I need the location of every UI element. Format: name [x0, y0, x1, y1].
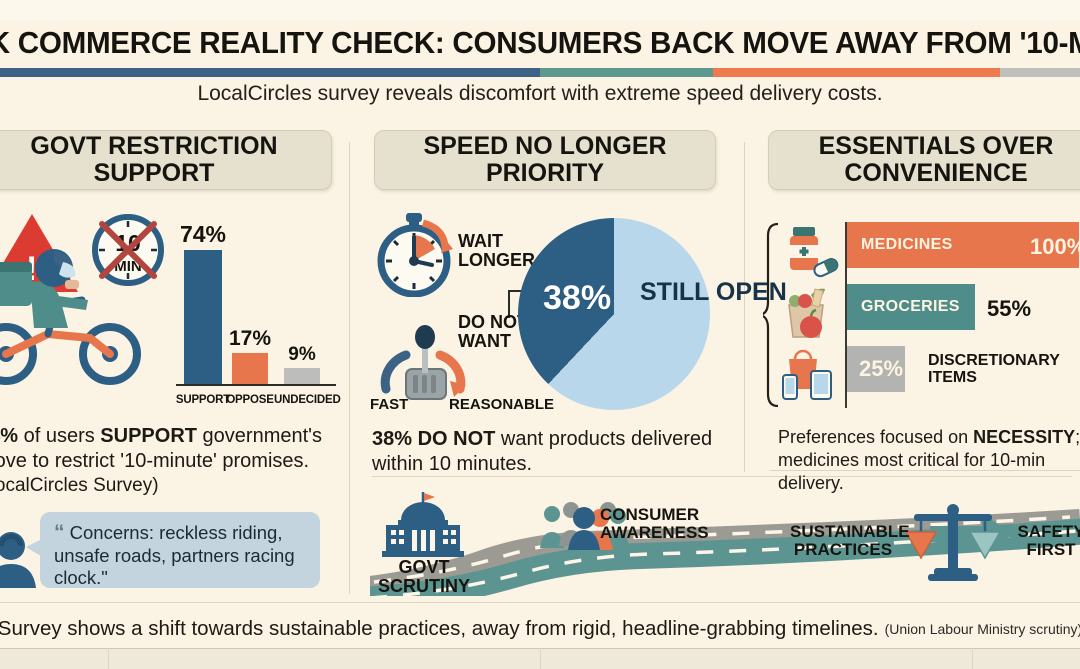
quote-bubble: “ Concerns: reckless riding, unsafe road…: [40, 512, 320, 588]
top-margin-strip: [0, 0, 1080, 20]
panel-divider-right: [744, 142, 745, 472]
right-panel-divider: [770, 470, 1080, 471]
hbar-label-medicines: MEDICINES: [861, 236, 953, 253]
right-panel-copy: Preferences focused on NECESSITY; medici…: [778, 427, 1080, 494]
rule-segment-2: [712, 68, 1001, 77]
hbar-value-discretionary: 25%: [859, 356, 904, 381]
pie-slice-label-still-open: STILL OPEN: [640, 278, 787, 306]
header-color-rule: [0, 68, 1080, 77]
label-fast: FAST: [370, 396, 409, 413]
support-bar-chart: 74% SUPPORT 17% OPPOSE 9% UNDECIDED: [175, 221, 341, 408]
bar-label-undecided: UNDECIDED: [274, 394, 341, 406]
bar-label-oppose: OPPOSE: [226, 394, 274, 406]
pie-slice-value-do-not-want: 38%: [543, 279, 612, 317]
hbar-groceries: GROCERIES: [847, 284, 975, 330]
capitol-building-icon: [382, 492, 464, 557]
left-panel-copy: 74% of users SUPPORT government's move t…: [0, 424, 330, 498]
quote-mark-icon: “: [54, 521, 65, 544]
rule-segment-0: [0, 68, 540, 77]
horizontal-bar-axis: [845, 222, 847, 408]
hbar-medicines: MEDICINES: [847, 222, 1079, 268]
left-copy-source: (LocalCircles Survey): [0, 475, 159, 497]
no-10-min-clock-icon: 10 MIN: [92, 214, 164, 286]
left-copy-main: 74% of users SUPPORT government's move t…: [0, 425, 322, 473]
bar-label-support: SUPPORT: [175, 394, 231, 406]
medicine-bottle-icon: [790, 227, 839, 278]
panel-title-middle: SPEED NO LONGER PRIORITY: [374, 130, 716, 190]
svg-text:MIN: MIN: [114, 258, 142, 275]
bar-value-oppose: 17%: [228, 327, 272, 350]
flow-illustration: [370, 509, 1080, 596]
people-group-icon: [540, 502, 630, 550]
brace-connector: [763, 222, 779, 408]
flow-label-consumer-awareness: CONSUMER AWARENESS: [600, 505, 709, 543]
headline-text: INDIA'S QUICK COMMERCE REALITY CHECK: CO…: [0, 25, 1080, 60]
hbar-value-groceries: 55%: [987, 296, 1032, 321]
rule-segment-3: [1000, 68, 1080, 77]
bottom-band-tick: [540, 648, 541, 669]
gear-shifter-icon: [380, 325, 466, 400]
subheadline: LocalCircles survey reveals discomfort w…: [197, 82, 883, 105]
flow-label-safety-first: SAFETY FIRST: [1017, 522, 1080, 560]
bar-chart-axis: [176, 384, 336, 386]
delivery-speed-pie-chart: [518, 218, 710, 410]
hbar-value-medicines: 100%: [1030, 234, 1080, 259]
bottom-band-tick: [108, 648, 109, 669]
label-wait-longer: WAIT LONGER: [458, 231, 536, 271]
footer-divider: [0, 602, 1080, 603]
footer-main-text: Survey shows a shift towards sustainable…: [0, 617, 879, 640]
stopwatch-icon: [377, 213, 453, 297]
grocery-bag-icon: [788, 288, 825, 338]
scales-balance-icon: [904, 504, 1002, 581]
footer: Survey shows a shift towards sustainable…: [0, 612, 1080, 646]
rule-segment-1: [540, 68, 713, 77]
bar-value-undecided: 9%: [288, 344, 316, 365]
hbar-label-groceries: GROCERIES: [861, 298, 960, 315]
shopping-bag-devices-icon: [782, 349, 832, 400]
panel-title-right: ESSENTIALS OVER CONVENIENCE: [768, 130, 1080, 190]
panel-title-left: GOVT RESTRICTION SUPPORT: [0, 130, 332, 190]
quote-bubble-tail: [26, 538, 44, 558]
label-do-not-want: DO NOT WANT: [458, 312, 528, 352]
bar-value-support: 74%: [179, 221, 227, 247]
middle-panel-copy: 38% DO NOT want products delivered withi…: [372, 428, 713, 475]
quote-text: Concerns: reckless riding, unsafe roads,…: [54, 522, 295, 588]
avatar: [0, 532, 36, 588]
panel-divider-left: [349, 142, 350, 594]
label-discretionary-items: DISCRETIONARY ITEMS: [928, 352, 1060, 387]
flow-label-sustainable-practices: SUSTAINABLE PRACTICES: [790, 522, 910, 560]
delivery-rider-icon: [0, 249, 141, 385]
bar-undecided: [284, 368, 320, 384]
bottom-band-tick: [972, 648, 973, 669]
footer-parenthetical: (Union Labour Ministry scrutiny): [884, 621, 1080, 637]
page-title: INDIA'S QUICK COMMERCE REALITY CHECK: CO…: [0, 22, 1080, 64]
flow-section-divider: [372, 476, 1072, 477]
bar-oppose: [232, 353, 268, 384]
bar-support: [184, 250, 222, 384]
label-reasonable: REASONABLE: [449, 396, 555, 413]
hbar-discretionary-items: 25%: [847, 346, 905, 392]
flow-label-govt-scrutiny: GOVT SCRUTINY: [377, 557, 470, 597]
